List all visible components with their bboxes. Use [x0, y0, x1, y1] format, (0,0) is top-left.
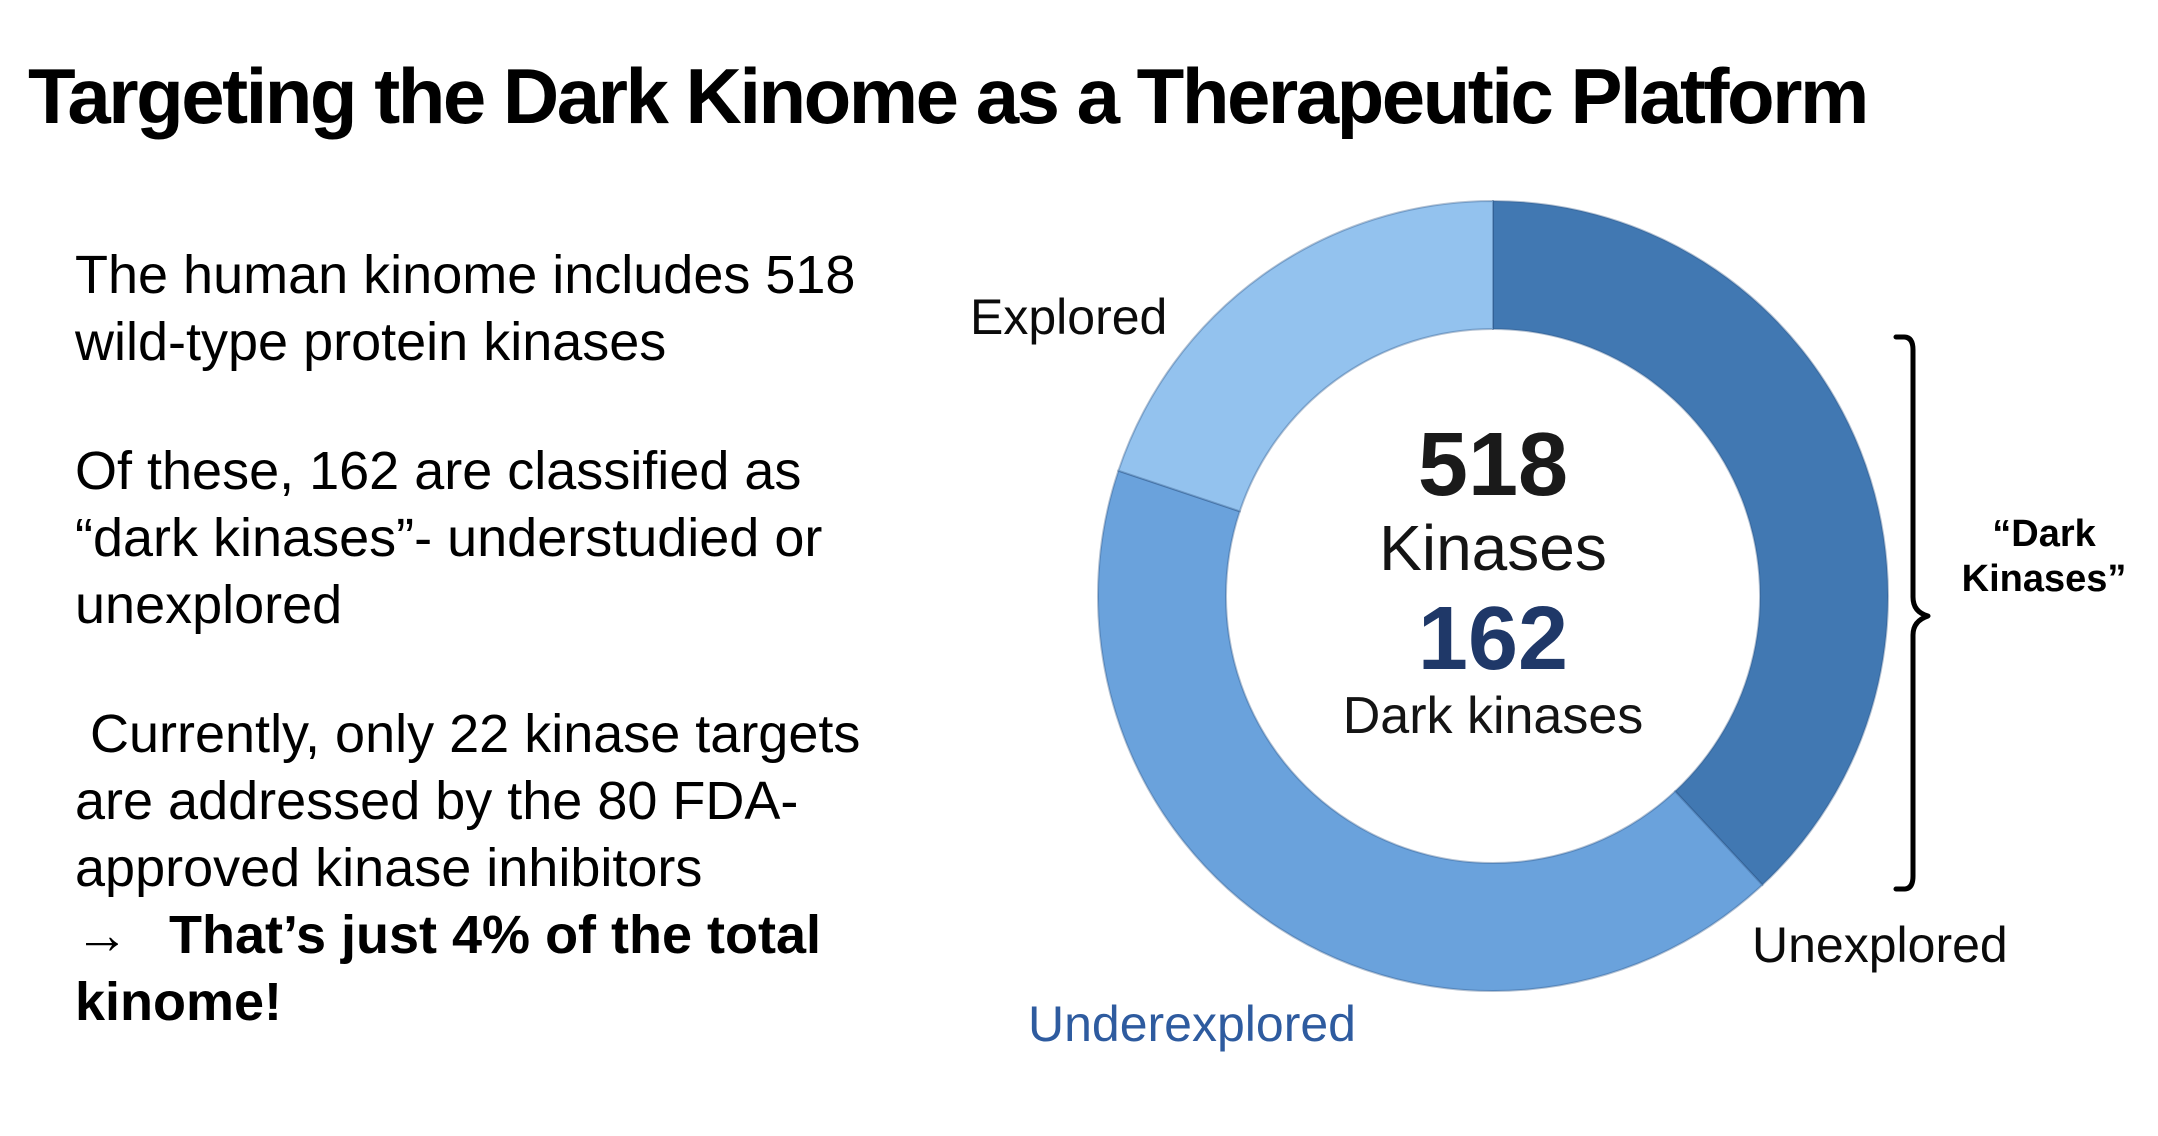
- donut-segment-unexplored: [1492, 199, 1890, 887]
- takeaway-text: That’s just 4% of the total kinome!: [75, 905, 822, 1032]
- right-arrow-icon: →: [75, 905, 129, 965]
- takeaway-line: → That’s just 4% of the total kinome!: [75, 902, 985, 1036]
- donut-segment-explored: [1117, 199, 1494, 513]
- dark-kinases-bracket: [1893, 334, 1931, 892]
- donut-center-text: 518 Kinases 162 Dark kinases: [1193, 418, 1793, 746]
- intro-text-block: The human kinome includes 518 wild-type …: [75, 242, 985, 1036]
- segment-label-underexplored: Underexplored: [1028, 996, 1356, 1052]
- donut-segment-underexplored: [1096, 469, 1764, 993]
- paragraph-dark-kinases: Of these, 162 are classified as “dark ki…: [75, 441, 823, 635]
- page-title: Targeting the Dark Kinome as a Therapeut…: [28, 52, 1869, 140]
- total-kinases-value: 518: [1417, 415, 1569, 515]
- segment-label-unexplored: Unexplored: [1752, 917, 2008, 973]
- dark-kinases-label: Dark kinases: [1342, 687, 1644, 745]
- paragraph-fda-inhibitors: Currently, only 22 kinase targets are ad…: [75, 704, 861, 898]
- dark-kinases-value: 162: [1417, 589, 1569, 689]
- segment-label-explored: Explored: [970, 289, 1168, 345]
- dark-kinases-bracket-label: “Dark Kinases”: [1961, 513, 2127, 600]
- paragraph-kinome-size: The human kinome includes 518 wild-type …: [75, 245, 856, 372]
- total-kinases-label: Kinases: [1379, 512, 1607, 584]
- donut-chart: [1096, 199, 1890, 993]
